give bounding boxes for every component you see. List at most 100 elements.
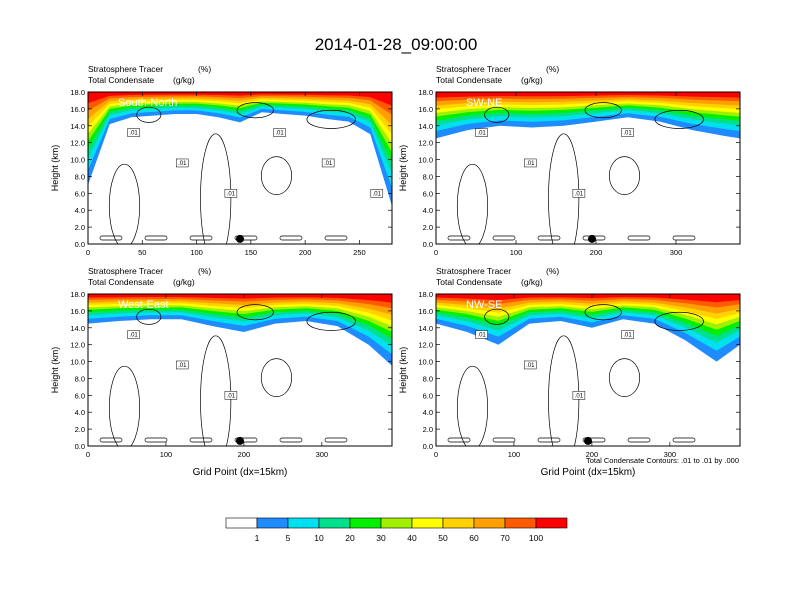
panel-title-left-1: Stratosphere Tracer xyxy=(436,64,511,74)
contour-line xyxy=(456,163,489,244)
panel-sw-ne: .01 .01 .01 .01 SW-NE Stratosphere Tracer (%) T… xyxy=(398,64,741,257)
condensate-contours xyxy=(99,102,356,244)
contour-label-box xyxy=(175,360,189,370)
contour-line xyxy=(447,437,471,443)
contour-label: .01 xyxy=(178,161,187,167)
contour-label-box xyxy=(572,391,586,400)
contour-label-box xyxy=(224,189,238,198)
panel-title-right-1: (%) xyxy=(546,266,559,276)
contour-line xyxy=(306,311,356,331)
x-tick-label: 200 xyxy=(590,248,603,257)
y-tick-label: 8.0 xyxy=(75,374,85,383)
tracer-band-level-4 xyxy=(436,104,740,121)
panel-title-left-1: Stratosphere Tracer xyxy=(436,266,511,276)
contour-line xyxy=(234,437,258,443)
y-tick-label: 4.0 xyxy=(423,206,433,215)
y-tick-label: 16.0 xyxy=(70,105,85,114)
y-axis-label: Height (km) xyxy=(50,145,60,192)
contour-line xyxy=(582,437,606,443)
tracer-band-level-3 xyxy=(88,104,392,175)
contour-label: .01 xyxy=(526,161,535,167)
contour-line xyxy=(108,163,141,244)
contour-label: .01 xyxy=(129,333,138,339)
panel-west-east: .01 .01 .01 West-East Stratosphere Tracer (%)… xyxy=(50,266,393,478)
colorbar-label: 60 xyxy=(469,533,479,543)
colorbar-label: 20 xyxy=(345,533,355,543)
condensate-contours xyxy=(99,304,356,446)
contour-line xyxy=(99,235,123,241)
panel-title-right-2: (g/kg) xyxy=(521,277,543,287)
y-tick-label: 14.0 xyxy=(418,324,433,333)
panel-title-left-2: Total Condensate xyxy=(88,277,154,287)
y-tick-label: 6.0 xyxy=(75,189,85,198)
y-tick-label: 14.0 xyxy=(70,324,85,333)
contour-label: .01 xyxy=(373,191,382,197)
x-tick-label: 50 xyxy=(138,248,146,257)
plot-frame xyxy=(87,293,393,447)
tracer-band-level-5 xyxy=(436,102,740,117)
y-tick-label: 12.0 xyxy=(70,341,85,350)
y-tick-label: 2.0 xyxy=(423,425,433,434)
x-tick-label: 300 xyxy=(316,450,329,459)
colorbar-label: 50 xyxy=(438,533,448,543)
y-tick-label: 2.0 xyxy=(75,223,85,232)
location-marker xyxy=(584,436,592,445)
tracer-band-level-6 xyxy=(436,100,740,113)
tracer-band-level-10 xyxy=(88,92,392,106)
tracer-band-level-10 xyxy=(436,92,740,98)
contour-line xyxy=(189,235,213,241)
contour-line xyxy=(136,308,162,325)
contour-line xyxy=(279,437,303,443)
colorbar-swatch xyxy=(380,517,413,529)
contour-line xyxy=(279,235,303,241)
panel-title-right-1: (%) xyxy=(546,64,559,74)
y-tick-label: 8.0 xyxy=(423,374,433,383)
tracer-band-level-7 xyxy=(88,97,392,135)
plot-frame xyxy=(87,91,393,245)
panel-nw-se: .01 .01 .01 .01 NW-SE Stratosphere Tracer (%) T… xyxy=(398,266,741,478)
contour-line xyxy=(189,437,213,443)
condensate-contours xyxy=(447,102,704,244)
tracer-band-level-9 xyxy=(436,94,740,102)
tracer-band-level-3 xyxy=(436,309,740,343)
contour-line xyxy=(236,102,274,119)
x-tick-label: 100 xyxy=(160,450,173,459)
colorbar-swatch xyxy=(411,517,444,529)
contour-label: .01 xyxy=(623,131,632,137)
tracer-band-level-9 xyxy=(88,296,392,309)
y-tick-label: 8.0 xyxy=(423,172,433,181)
contour-label: .01 xyxy=(324,161,333,167)
x-axis-label: Grid Point (dx=15km) xyxy=(541,467,636,478)
tracer-band-level-1 xyxy=(88,108,392,206)
contour-line xyxy=(627,235,651,241)
y-tick-label: 18.0 xyxy=(70,88,85,97)
y-tick-label: 18.0 xyxy=(418,88,433,97)
x-tick-label: 200 xyxy=(586,450,599,459)
contour-line xyxy=(108,365,141,446)
y-tick-label: 10.0 xyxy=(70,156,85,165)
panel-label: NW-SE xyxy=(466,299,502,311)
y-tick-label: 14.0 xyxy=(70,122,85,131)
contour-line xyxy=(136,106,162,123)
contour-label-box xyxy=(621,128,634,137)
contour-line xyxy=(200,133,232,244)
x-tick-label: 0 xyxy=(86,450,90,459)
contour-line xyxy=(584,102,622,119)
contour-line xyxy=(306,109,356,129)
x-tick-label: 0 xyxy=(86,248,90,257)
contour-label-box xyxy=(127,330,140,339)
contour-line xyxy=(492,235,516,241)
tracer-band-level-3 xyxy=(436,107,740,126)
contour-line xyxy=(484,106,510,123)
contour-line xyxy=(447,235,471,241)
x-tick-label: 300 xyxy=(664,450,677,459)
contour-label-box xyxy=(523,158,537,168)
contour-line xyxy=(627,437,651,443)
colorbar-swatch xyxy=(318,517,351,529)
contour-line xyxy=(144,437,168,443)
colorbar-label: 1 xyxy=(255,533,260,543)
colorbar-label: 100 xyxy=(529,533,543,543)
y-tick-label: 16.0 xyxy=(418,307,433,316)
tracer-band-level-1 xyxy=(436,314,740,362)
